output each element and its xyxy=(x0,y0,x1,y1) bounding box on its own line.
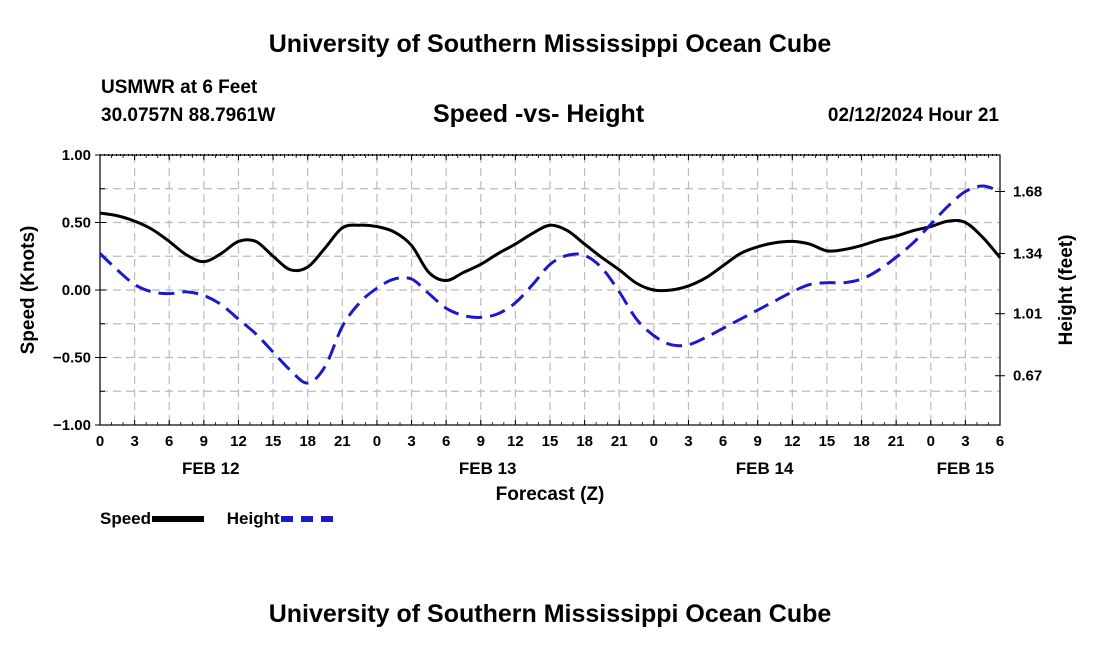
x-tick-label: 6 xyxy=(165,433,173,450)
x-tick-label: 3 xyxy=(130,433,138,450)
forecast-datetime: 02/12/2024 Hour 21 xyxy=(827,105,999,126)
station-name: USMWR at 6 Feet xyxy=(101,77,258,98)
station-coordinates: 30.0757N 88.7961W xyxy=(101,105,276,126)
y-right-tick-label: 1.68 xyxy=(1013,183,1042,200)
series-line-speed xyxy=(99,211,1002,293)
y-right-tick-label: 0.67 xyxy=(1013,368,1042,385)
x-tick-label: 0 xyxy=(927,433,935,450)
x-tick-label: 6 xyxy=(719,433,727,450)
x-tick-label: 6 xyxy=(442,433,450,450)
x-tick-label: 12 xyxy=(507,433,524,450)
x-tick-label: 12 xyxy=(230,433,247,450)
right-axis-label: Height (feet) xyxy=(1056,235,1077,346)
x-tick-label: 9 xyxy=(477,433,485,450)
y-left-tick-label: 0.00 xyxy=(62,282,91,299)
legend-label-height: Height xyxy=(226,509,280,528)
y-left-tick-label: 1.00 xyxy=(62,147,91,164)
x-tick-label: 15 xyxy=(542,433,559,450)
y-right-tick-label: 1.01 xyxy=(1013,306,1042,323)
legend-swatch-height xyxy=(280,516,333,522)
y-left-tick-label: −0.50 xyxy=(53,350,91,367)
legend-swatch-speed xyxy=(152,516,205,522)
x-tick-label: 12 xyxy=(784,433,801,450)
x-tick-label: 21 xyxy=(334,433,351,450)
x-tick-label: 0 xyxy=(96,433,104,450)
footer-title: University of Southern Mississippi Ocean… xyxy=(268,600,832,628)
x-tick-label: 0 xyxy=(650,433,658,450)
date-label: FEB 15 xyxy=(937,459,995,478)
y-right-tick-label: 1.34 xyxy=(1013,246,1043,263)
chart-title: Speed -vs- Height xyxy=(433,100,645,128)
series-lines xyxy=(98,184,1002,385)
chart-legend: Speed Height xyxy=(100,509,351,529)
x-axis-label: Forecast (Z) xyxy=(496,484,605,505)
date-label: FEB 13 xyxy=(459,459,517,478)
y-left-tick-label: −1.00 xyxy=(53,417,91,434)
x-tick-label: 21 xyxy=(888,433,905,450)
x-tick-label: 18 xyxy=(299,433,316,450)
legend-label-speed: Speed xyxy=(100,509,152,528)
y-left-tick-label: 0.50 xyxy=(62,215,91,232)
x-tick-label: 0 xyxy=(373,433,381,450)
date-label: FEB 14 xyxy=(736,459,794,478)
left-axis-label: Speed (Knots) xyxy=(18,226,39,355)
x-tick-label: 21 xyxy=(611,433,628,450)
legend-item-speed: Speed xyxy=(100,509,205,529)
x-tick-label: 9 xyxy=(200,433,208,450)
series-line-height xyxy=(98,184,1001,385)
date-label: FEB 12 xyxy=(182,459,240,478)
x-tick-label: 15 xyxy=(265,433,282,450)
legend-item-height: Height xyxy=(227,509,333,529)
x-tick-label: 18 xyxy=(576,433,593,450)
grid-lines xyxy=(100,155,1000,425)
page-title: University of Southern Mississippi Ocean… xyxy=(268,30,832,58)
x-tick-label: 3 xyxy=(407,433,415,450)
axis-ticks: 0 3 6 9 12 15 18 21 0 3 6 9 12 15 18 21 0 3 6 9 12 15 18 21 0 3 6F… xyxy=(53,147,1043,478)
x-tick-label: 18 xyxy=(853,433,870,450)
x-tick-label: 6 xyxy=(996,433,1004,450)
x-tick-label: 3 xyxy=(684,433,692,450)
x-tick-label: 3 xyxy=(961,433,969,450)
x-tick-label: 9 xyxy=(754,433,762,450)
x-tick-label: 15 xyxy=(819,433,836,450)
